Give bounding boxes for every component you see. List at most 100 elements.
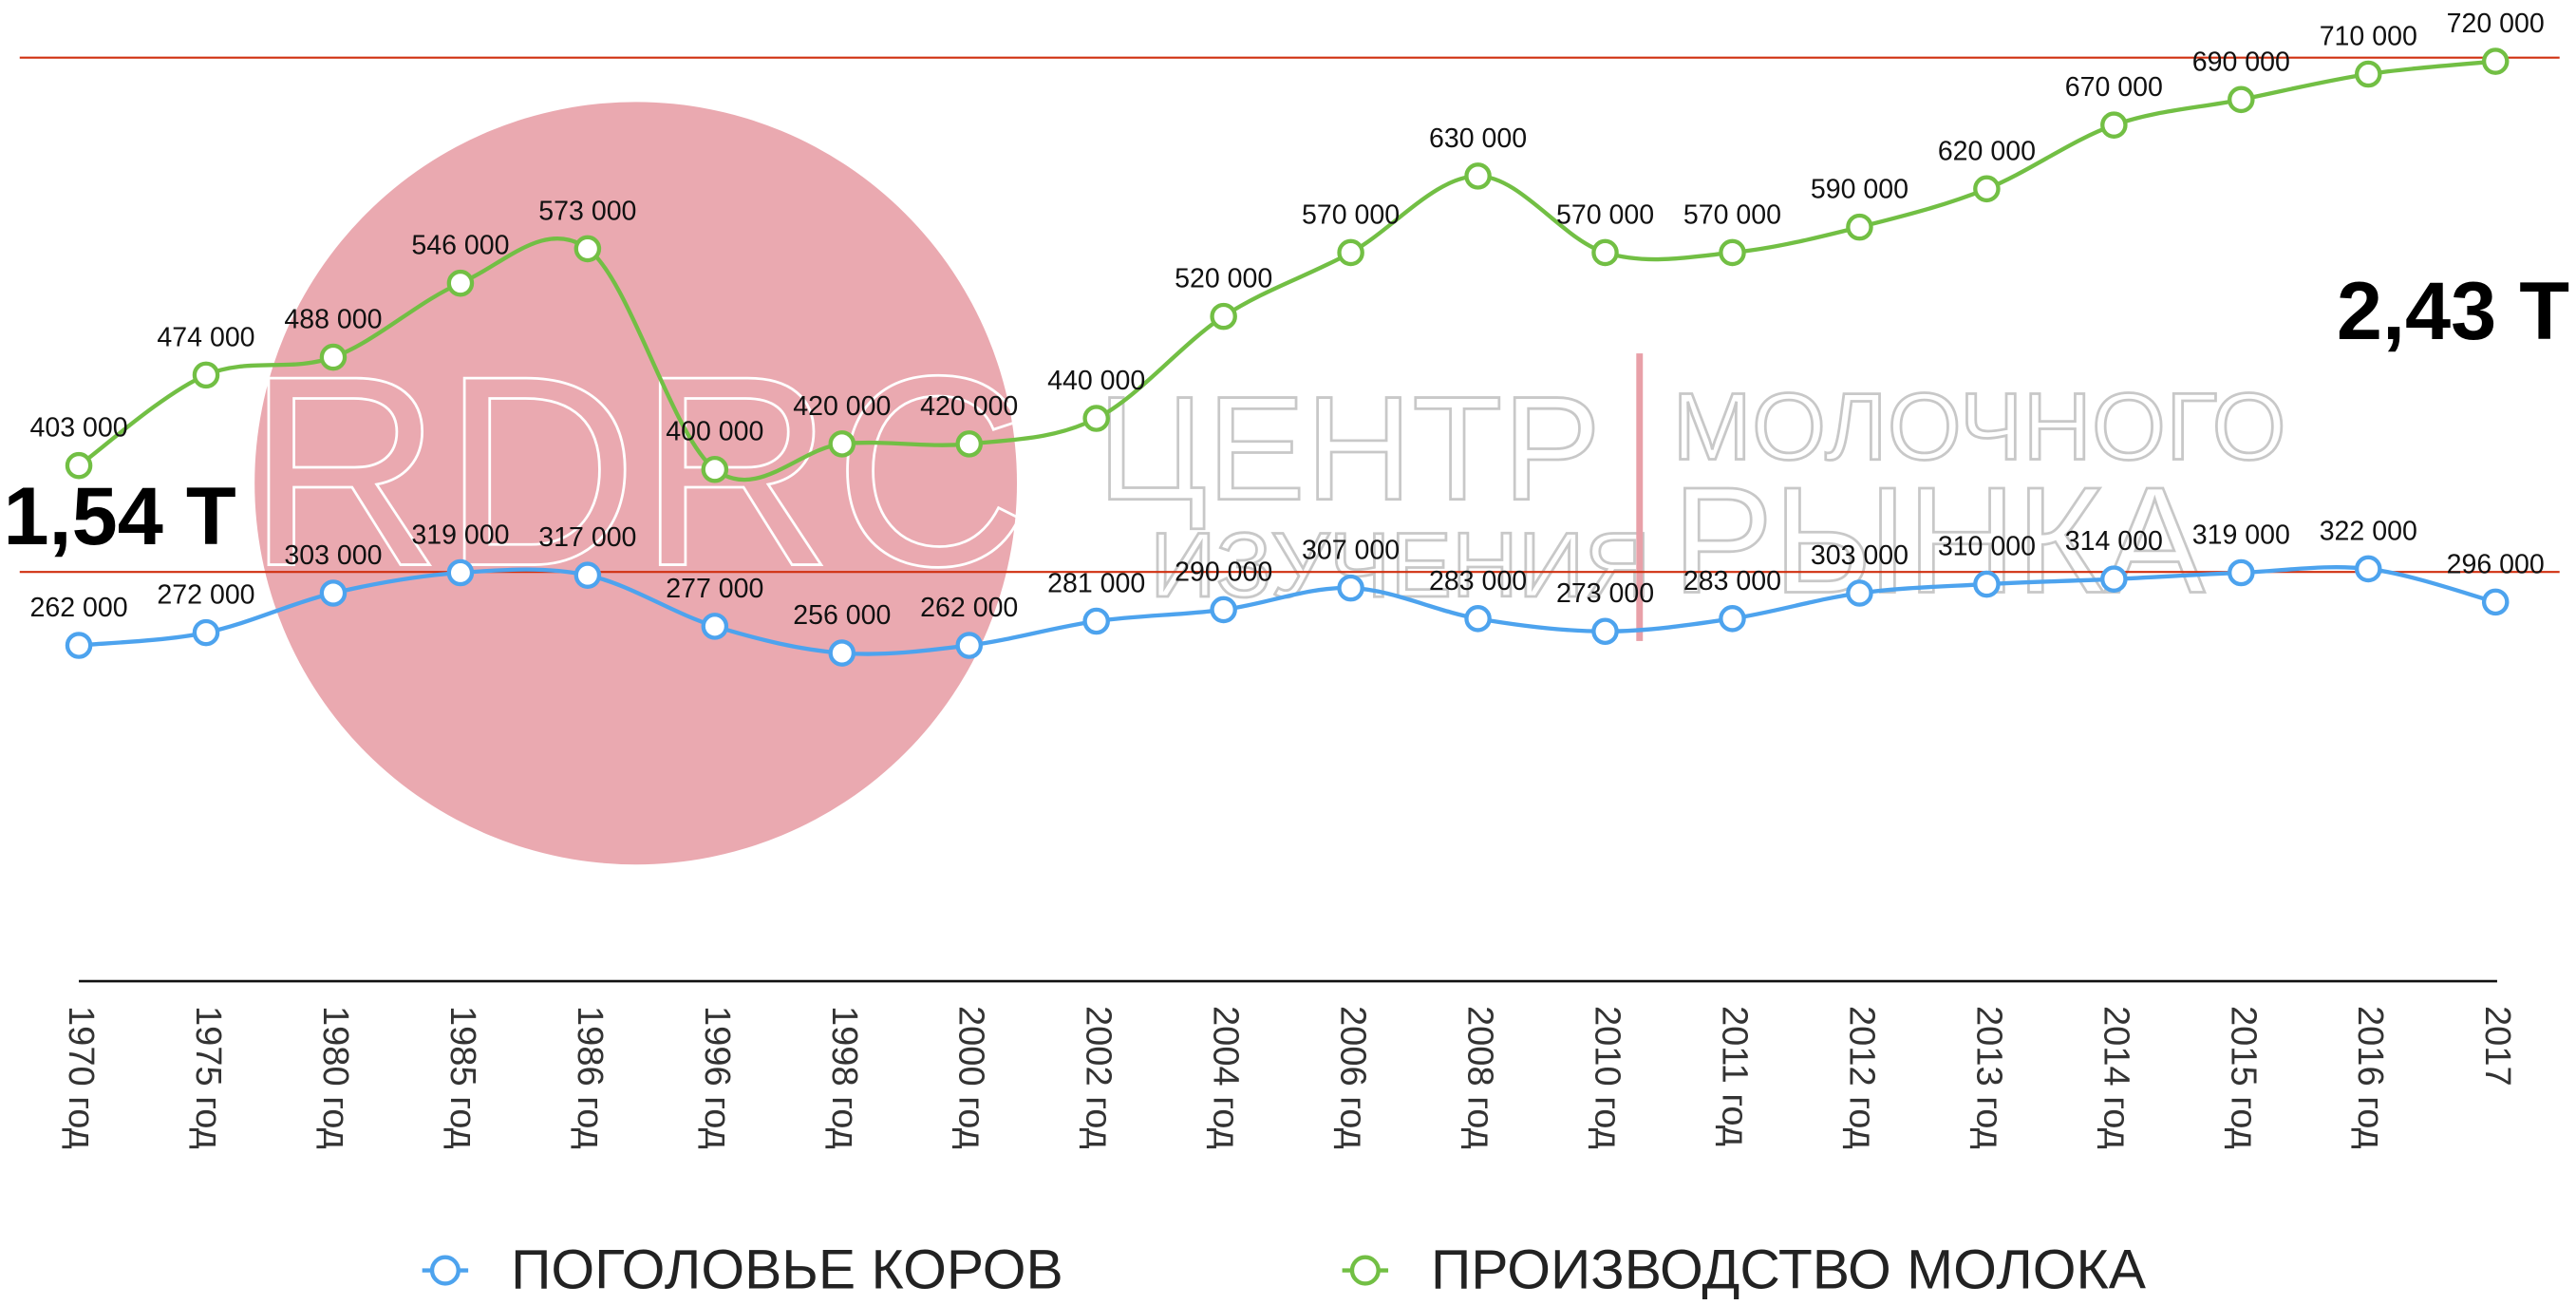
data-point [2228, 85, 2255, 114]
x-tick-label: 2000 год [951, 1006, 991, 1149]
value-label: 262 000 [29, 593, 127, 623]
value-label: 520 000 [1175, 264, 1272, 294]
value-label: 546 000 [411, 231, 509, 261]
value-label: 283 000 [1683, 566, 1781, 596]
x-tick-label: 2008 год [1460, 1006, 1500, 1149]
value-label: 630 000 [1429, 123, 1527, 154]
x-tick-label: 2006 год [1333, 1006, 1373, 1149]
data-point [1591, 617, 1619, 646]
data-point [573, 235, 602, 263]
data-point [2354, 555, 2382, 583]
value-label: 690 000 [2192, 47, 2290, 77]
data-point [955, 632, 984, 659]
data-point [192, 618, 220, 647]
x-tick-label: 1998 год [824, 1006, 864, 1149]
x-tick-label: 2004 год [1206, 1006, 1246, 1149]
x-tick-label: 2017 [2477, 1006, 2517, 1087]
data-point [1591, 238, 1619, 267]
value-label: 570 000 [1683, 199, 1781, 230]
data-point [701, 455, 729, 483]
value-label: 420 000 [920, 391, 1018, 422]
value-label: 420 000 [793, 391, 891, 422]
value-label: 319 000 [2192, 520, 2290, 550]
data-point [65, 451, 93, 480]
data-point [319, 343, 348, 371]
data-point [701, 613, 729, 640]
value-label: 570 000 [1302, 199, 1400, 230]
watermark-text: ЦЕНТР [1098, 366, 1602, 531]
data-point [1082, 607, 1110, 635]
data-point [828, 430, 856, 458]
data-point [2100, 111, 2128, 139]
data-point [1210, 302, 1237, 331]
series-line [77, 59, 2496, 482]
legend-marker [429, 1255, 461, 1286]
x-tick-label: 2013 год [1968, 1006, 2008, 1149]
value-label: 403 000 [29, 413, 127, 444]
data-point [2481, 47, 2510, 75]
value-label: 262 000 [920, 593, 1018, 623]
data-point [1719, 605, 1746, 633]
data-point [2100, 565, 2128, 593]
data-point [1846, 579, 1873, 607]
x-tick-label: 2015 год [2223, 1006, 2263, 1149]
x-tick-label: 2016 год [2350, 1006, 2390, 1149]
legend-label: ПОГОЛОВЬЕ КОРОВ [511, 1239, 1063, 1301]
value-label: 570 000 [1556, 199, 1654, 230]
data-point [573, 561, 602, 589]
watermark-text: РЫНКА [1672, 456, 2205, 625]
value-label: 314 000 [2065, 526, 2163, 557]
value-label: 573 000 [538, 196, 636, 226]
value-label: 307 000 [1302, 536, 1400, 566]
data-point [1210, 596, 1237, 624]
data-point [955, 430, 984, 458]
x-tick-label: 2011 год [1714, 1006, 1754, 1146]
data-point [2481, 588, 2510, 616]
value-label: 256 000 [793, 600, 891, 631]
data-point [1337, 574, 1364, 602]
data-point [1973, 570, 2001, 598]
x-tick-label: 1980 год [315, 1006, 355, 1149]
value-label: 303 000 [284, 540, 382, 571]
x-tick-label: 1985 год [442, 1006, 482, 1149]
value-label: 590 000 [1811, 175, 1908, 205]
annotation: 1,54 Т [3, 471, 235, 562]
value-label: 281 000 [1047, 568, 1145, 598]
x-tick-label: 1970 год [61, 1006, 101, 1149]
data-point [1973, 175, 2001, 203]
x-tick-label: 1996 год [697, 1006, 737, 1149]
data-point [1082, 405, 1110, 432]
value-label: 400 000 [666, 417, 763, 447]
data-point [1846, 213, 1873, 241]
value-label: 273 000 [1556, 578, 1654, 609]
x-tick-label: 2012 год [1841, 1006, 1881, 1149]
value-label: 319 000 [411, 520, 509, 550]
data-point [1337, 238, 1364, 267]
value-label: 303 000 [1811, 540, 1908, 571]
data-point [2354, 60, 2382, 88]
value-label: 474 000 [157, 322, 254, 352]
x-tick-label: 2002 год [1079, 1006, 1119, 1149]
annotation: 2,43 Т [2337, 266, 2569, 357]
value-label: 283 000 [1429, 566, 1527, 596]
value-label: 277 000 [666, 574, 763, 604]
data-point [1719, 238, 1746, 267]
data-point [828, 639, 856, 667]
data-point [65, 632, 93, 659]
legend-marker [1349, 1255, 1381, 1286]
legend-label: ПРОИЗВОДСТВО МОЛОКА [1431, 1239, 2147, 1301]
value-label: 440 000 [1047, 366, 1145, 396]
data-point [1464, 605, 1492, 633]
data-point [446, 269, 475, 297]
data-point [319, 579, 348, 607]
value-label: 272 000 [157, 580, 254, 611]
value-label: 310 000 [1938, 532, 2036, 562]
value-label: 670 000 [2065, 72, 2163, 103]
x-tick-label: 1986 год [570, 1006, 610, 1149]
value-label: 290 000 [1175, 557, 1272, 587]
watermark-logo: RDRC [247, 321, 1030, 623]
value-label: 620 000 [1938, 136, 2036, 166]
value-label: 488 000 [284, 305, 382, 335]
